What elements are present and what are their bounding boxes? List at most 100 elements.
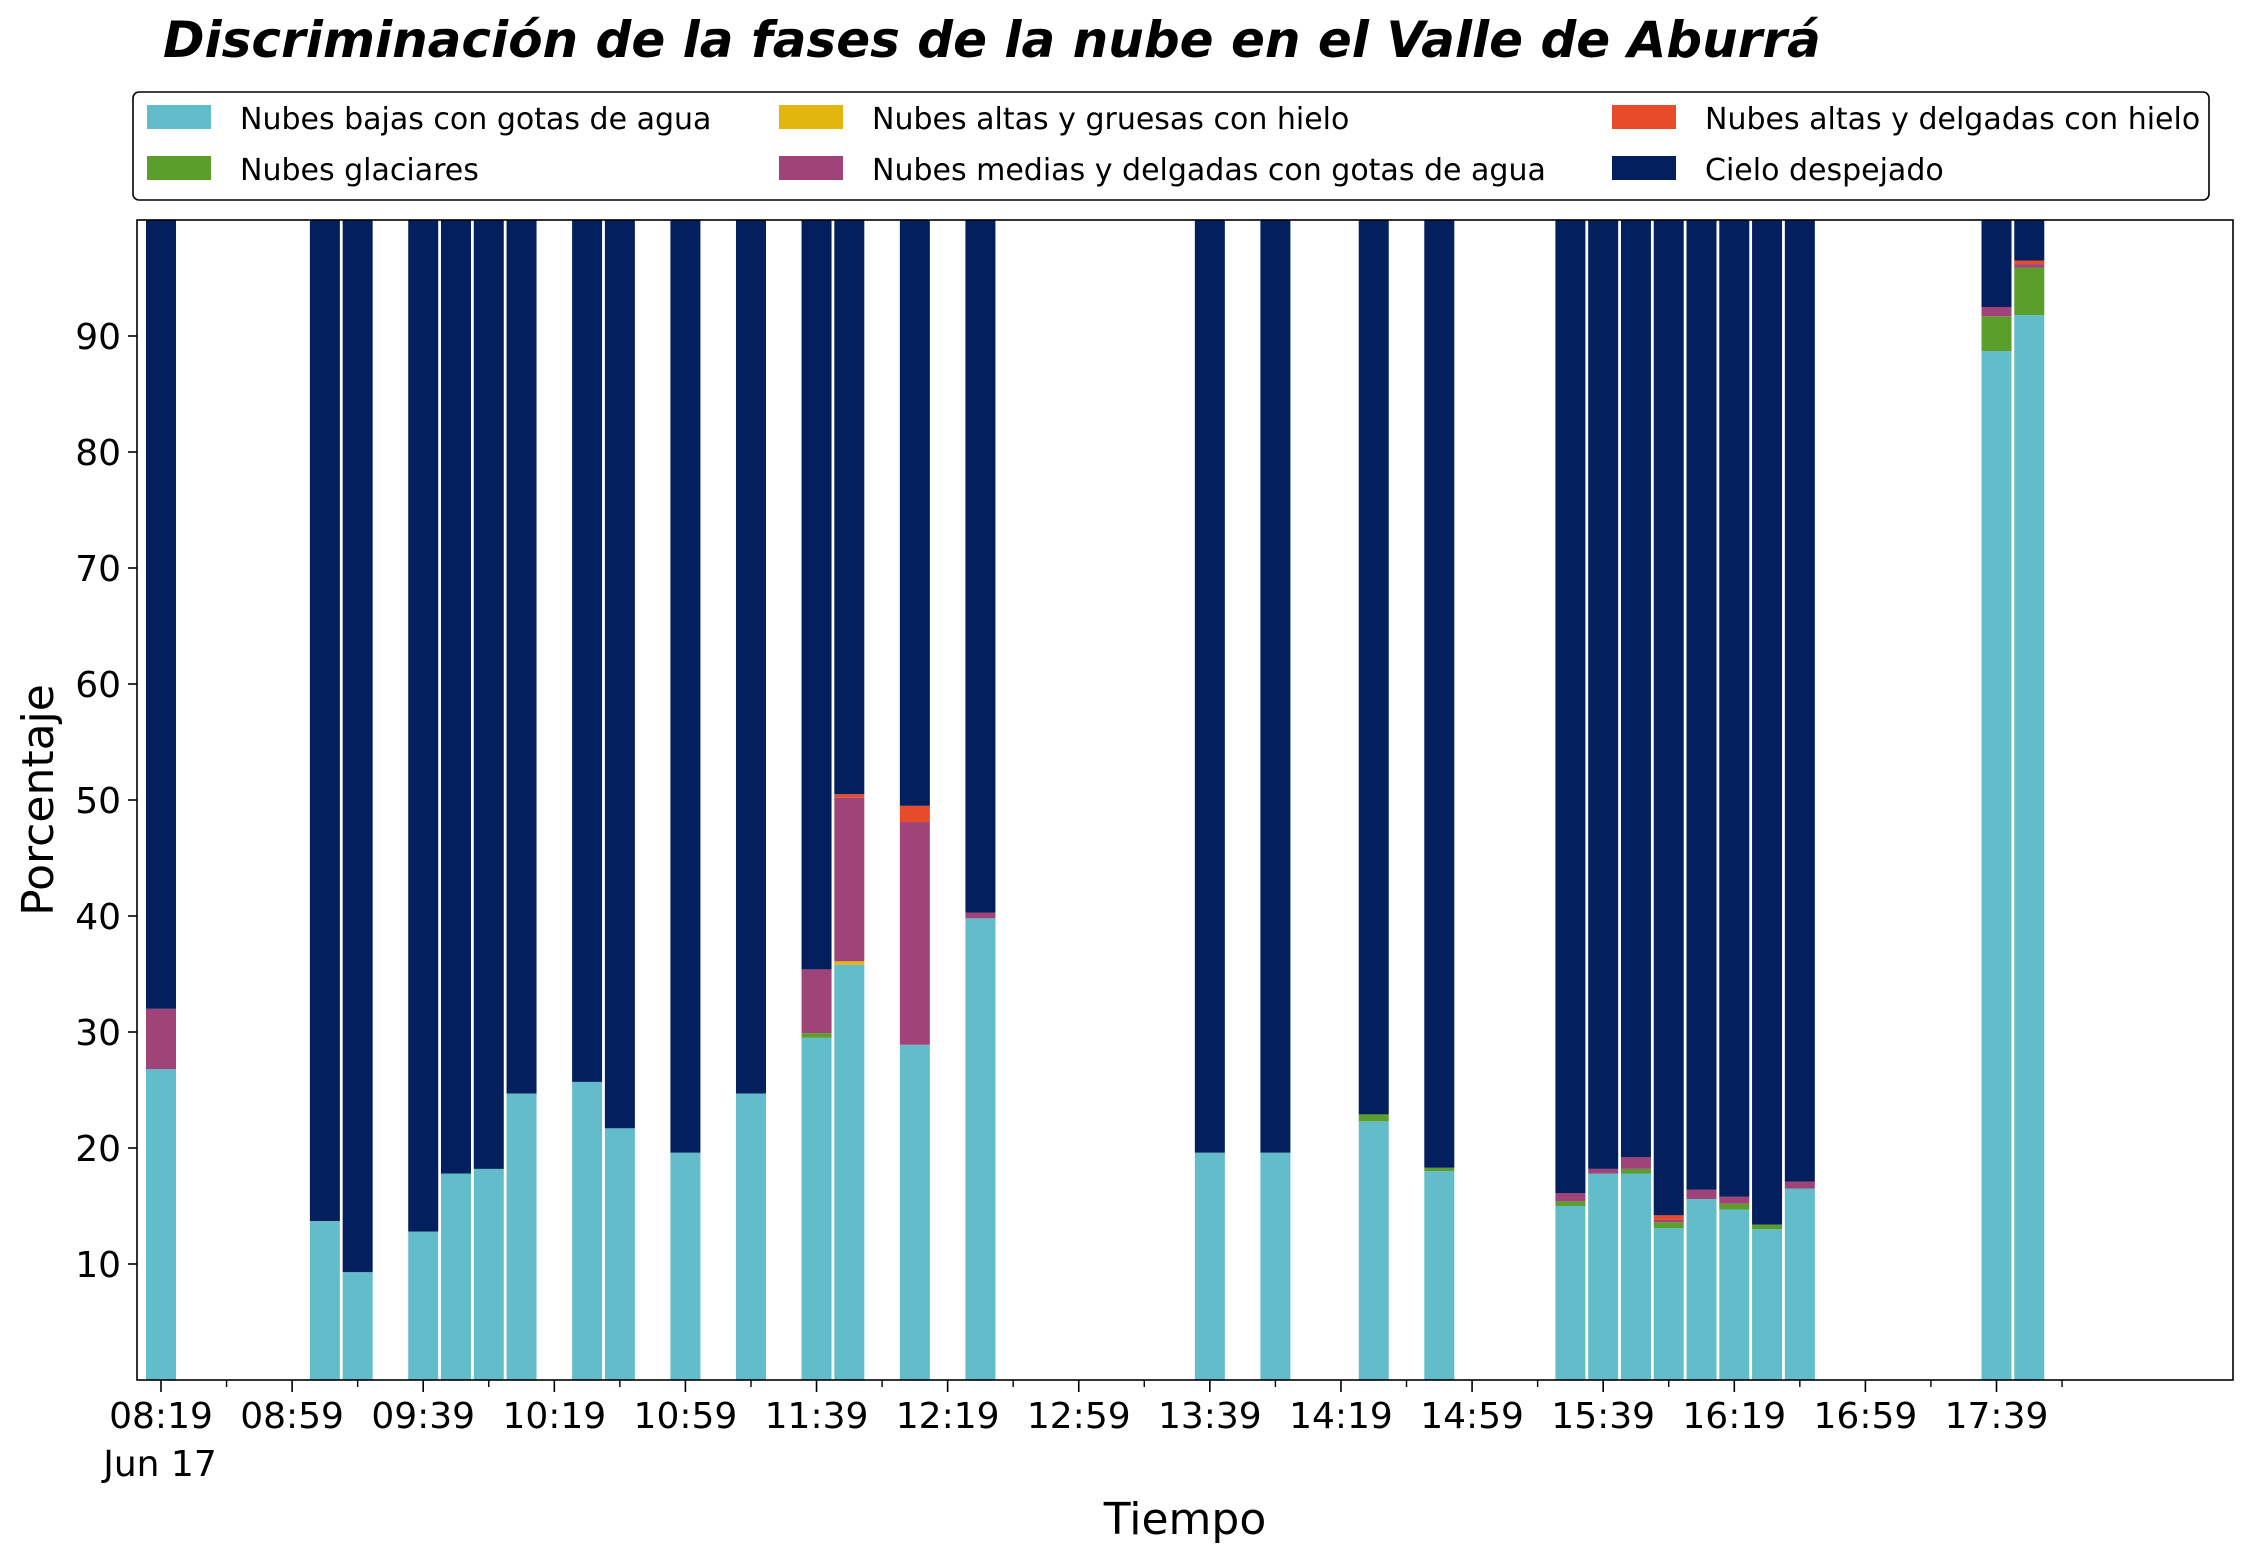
x-tick-label: 16:19 [1682, 1396, 1786, 1437]
bar-nubes-bajas-con-gotas-de-agua-1039 [604, 1128, 635, 1380]
x-tick-label: 09:39 [371, 1396, 475, 1437]
bar-nubes-bajas-con-gotas-de-agua-1449 [1424, 1171, 1455, 1380]
bar-nubes-medias-y-delgadas-con-gotas-de-agua-1539 [1588, 1168, 1619, 1174]
bar-cielo-despejado-1539 [1588, 220, 1619, 1169]
bar-nubes-bajas-con-gotas-de-agua-1119 [735, 1093, 766, 1380]
bar-nubes-bajas-con-gotas-de-agua-0819 [146, 1069, 176, 1380]
y-tick-label: 30 [75, 1013, 121, 1054]
bar-nubes-glaciares-1619 [1719, 1203, 1750, 1210]
bar-cielo-despejado-0949 [440, 220, 471, 1174]
x-date-label: Jun 17 [101, 1444, 217, 1485]
legend-swatch-nubes-bajas-con-gotas-de-agua [147, 105, 211, 129]
bar-nubes-glaciares-1429 [1358, 1114, 1389, 1122]
bar-nubes-bajas-con-gotas-de-agua-0909 [309, 1221, 340, 1380]
bar-nubes-medias-y-delgadas-con-gotas-de-agua-1739 [1981, 307, 2012, 317]
legend-label-nubes-altas-y-delgadas-con-hielo: Nubes altas y delgadas con hielo [1705, 102, 2200, 137]
x-tick-label: 14:19 [1289, 1396, 1393, 1437]
bar-nubes-bajas-con-gotas-de-agua-1559 [1653, 1228, 1684, 1380]
bar-nubes-altas-y-delgadas-con-hielo-1149 [834, 794, 865, 798]
bar-nubes-medias-y-delgadas-con-gotas-de-agua-1529 [1555, 1193, 1586, 1202]
bar-nubes-glaciares-1139 [801, 1033, 832, 1038]
bar-nubes-glaciares-1559 [1653, 1222, 1684, 1229]
x-axis: 08:19 08:59 09:39 10:19 10:59 11:39 12:19 12:59… [109, 1380, 2063, 1437]
bar-cielo-despejado-1529 [1555, 220, 1586, 1194]
bar-cielo-despejado-1609 [1686, 220, 1717, 1190]
legend-label-nubes-bajas-con-gotas-de-agua: Nubes bajas con gotas de agua [240, 102, 711, 137]
bar-nubes-glaciares-1529 [1555, 1201, 1586, 1206]
y-tick-label: 60 [75, 665, 121, 706]
legend: Nubes bajas con gotas de agua Nubes glaci… [132, 91, 2210, 201]
x-tick-label: 12:19 [896, 1396, 1000, 1437]
bar-nubes-bajas-con-gotas-de-agua-0919 [342, 1272, 373, 1380]
bar-nubes-glaciares-1739 [1981, 316, 2012, 352]
legend-swatch-cielo-despejado [1612, 156, 1676, 180]
bar-cielo-despejado-1119 [735, 220, 766, 1094]
bar-cielo-despejado-1029 [572, 220, 603, 1082]
bar-nubes-medias-y-delgadas-con-gotas-de-agua-1749 [2014, 264, 2045, 268]
bar-nubes-bajas-con-gotas-de-agua-1029 [572, 1081, 603, 1380]
bar-cielo-despejado-1359 [1260, 220, 1291, 1153]
bar-nubes-bajas-con-gotas-de-agua-1539 [1588, 1173, 1619, 1380]
bar-nubes-bajas-con-gotas-de-agua-1639 [1784, 1188, 1815, 1380]
bar-cielo-despejado-1629 [1752, 220, 1783, 1225]
legend-label-nubes-glaciares: Nubes glaciares [240, 153, 479, 188]
legend-swatch-nubes-glaciares [147, 156, 211, 180]
bar-cielo-despejado-1639 [1784, 220, 1815, 1182]
x-tick-label: 13:39 [1158, 1396, 1262, 1437]
y-tick-label: 40 [75, 897, 121, 938]
x-tick-label: 14:59 [1420, 1396, 1524, 1437]
bar-cielo-despejado-1619 [1719, 220, 1750, 1197]
y-tick-label: 50 [75, 781, 121, 822]
bar-nubes-medias-y-delgadas-con-gotas-de-agua-1149 [834, 797, 865, 962]
x-axis-label: Tiempo [1103, 1494, 1267, 1545]
bar-cielo-despejado-1229 [965, 220, 996, 913]
x-tick-label: 16:59 [1814, 1396, 1918, 1437]
bar-cielo-despejado-1559 [1653, 220, 1684, 1216]
bar-nubes-bajas-con-gotas-de-agua-1749 [2014, 315, 2045, 1380]
legend-swatch-nubes-medias-y-delgadas-con-gotas-de-agua [779, 156, 843, 180]
bar-nubes-bajas-con-gotas-de-agua-1359 [1260, 1152, 1291, 1380]
bar-cielo-despejado-1039 [604, 220, 635, 1129]
bar-cielo-despejado-1009 [506, 220, 537, 1094]
y-tick-label: 80 [75, 433, 121, 474]
bar-nubes-glaciares-1749 [2014, 267, 2045, 316]
bar-nubes-bajas-con-gotas-de-agua-0959 [473, 1168, 504, 1380]
bar-cielo-despejado-1739 [1981, 220, 2012, 307]
bar-nubes-medias-y-delgadas-con-gotas-de-agua-1209 [899, 822, 930, 1045]
bar-nubes-glaciares-1629 [1752, 1224, 1783, 1230]
bar-nubes-glaciares-1449 [1424, 1167, 1455, 1172]
bar-nubes-medias-y-delgadas-con-gotas-de-agua-1229 [965, 912, 996, 919]
bar-nubes-bajas-con-gotas-de-agua-1059 [670, 1152, 701, 1380]
bar-nubes-bajas-con-gotas-de-agua-1229 [965, 918, 996, 1380]
bar-nubes-glaciares-1549 [1620, 1168, 1651, 1174]
bar-nubes-medias-y-delgadas-con-gotas-de-agua-1639 [1784, 1181, 1815, 1189]
bar-nubes-altas-y-delgadas-con-hielo-1749 [2014, 260, 2045, 265]
y-tick-label: 10 [75, 1245, 121, 1286]
bar-cielo-despejado-0819 [146, 220, 176, 1009]
bar-cielo-despejado-1059 [670, 220, 701, 1153]
legend-swatch-nubes-altas-y-delgadas-con-hielo [1612, 105, 1676, 129]
bar-nubes-bajas-con-gotas-de-agua-0939 [408, 1231, 439, 1380]
x-tick-label: 08:59 [240, 1396, 344, 1437]
x-tick-label: 17:39 [1945, 1396, 2049, 1437]
bars-layer [146, 220, 2045, 1381]
bar-nubes-bajas-con-gotas-de-agua-1629 [1752, 1229, 1783, 1380]
bar-nubes-bajas-con-gotas-de-agua-1609 [1686, 1199, 1717, 1380]
legend-label-cielo-despejado: Cielo despejado [1705, 153, 1944, 188]
bar-nubes-bajas-con-gotas-de-agua-1549 [1620, 1173, 1651, 1380]
bar-cielo-despejado-1749 [2014, 220, 2045, 261]
bar-nubes-bajas-con-gotas-de-agua-1139 [801, 1037, 832, 1380]
bar-cielo-despejado-1449 [1424, 220, 1455, 1168]
y-axis-label: Porcentaje [13, 684, 64, 916]
bar-nubes-bajas-con-gotas-de-agua-1339 [1194, 1152, 1225, 1380]
bar-nubes-bajas-con-gotas-de-agua-1149 [834, 964, 865, 1380]
y-axis: 10 20 30 40 50 60 70 80 90 [75, 317, 137, 1286]
chart-title: Discriminación de la fases de la nube en… [163, 11, 1821, 69]
bar-nubes-bajas-con-gotas-de-agua-1619 [1719, 1209, 1750, 1380]
x-tick-label: 10:59 [634, 1396, 738, 1437]
bar-nubes-bajas-con-gotas-de-agua-1529 [1555, 1206, 1586, 1380]
bar-nubes-medias-y-delgadas-con-gotas-de-agua-1609 [1686, 1189, 1717, 1200]
legend-frame [132, 91, 2210, 201]
bar-nubes-bajas-con-gotas-de-agua-1739 [1981, 351, 2012, 1381]
